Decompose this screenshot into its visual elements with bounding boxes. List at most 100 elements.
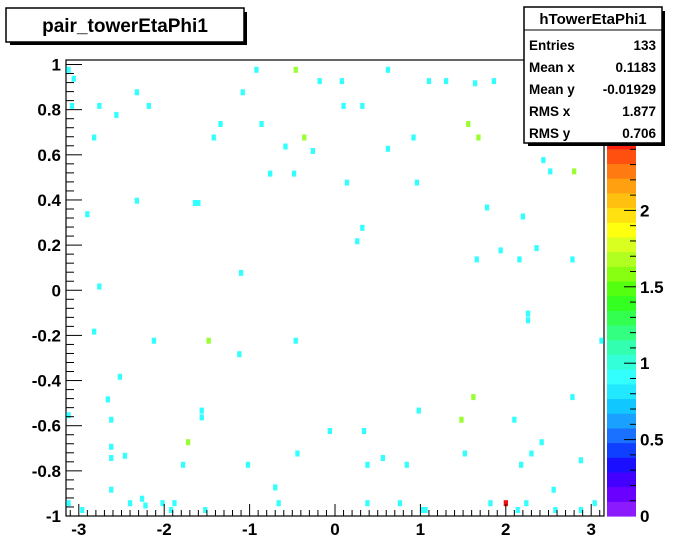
heatmap-cell	[548, 168, 553, 175]
heatmap-cells	[66, 66, 604, 513]
color-scale-band	[607, 236, 636, 253]
heatmap-cell	[199, 407, 204, 414]
z-tick-label: 2	[640, 201, 649, 220]
heatmap-cell	[498, 247, 503, 254]
heatmap-cell	[268, 170, 273, 177]
heatmap-cell	[80, 507, 85, 513]
color-scale-band	[607, 207, 636, 223]
heatmap-cell	[109, 443, 114, 450]
heatmap-cell	[385, 66, 391, 73]
color-scale-band	[607, 398, 636, 414]
heatmap-cell	[109, 416, 114, 423]
heatmap-cell	[122, 452, 128, 459]
heatmap-cell	[355, 238, 360, 245]
heatmap-cell	[570, 256, 575, 263]
z-tick-label: 1.5	[640, 278, 664, 297]
heatmap-cell	[97, 102, 102, 109]
heatmap-cell	[273, 484, 278, 491]
color-scale-band	[607, 369, 636, 385]
color-scale-band	[607, 148, 636, 164]
heatmap-cell	[160, 500, 165, 507]
stats-label: RMS x	[529, 104, 571, 119]
stats-box-rows: Entries 133 Mean x 0.1183 Mean y -0.01929 RMS …	[529, 38, 656, 141]
heatmap-cell	[517, 256, 522, 263]
heatmap-cell	[134, 197, 139, 204]
heatmap-cell	[411, 134, 416, 141]
heatmap-cell	[143, 502, 148, 509]
z-tick-label: 1	[640, 354, 649, 373]
x-tick-label: -3	[71, 520, 86, 539]
heatmap-cell	[426, 78, 432, 85]
heatmap-cell	[443, 78, 449, 85]
heatmap-cell	[139, 495, 145, 502]
heatmap-cell	[105, 396, 110, 403]
heatmap-cell	[525, 310, 531, 317]
color-scale-band	[607, 310, 636, 326]
heatmap-cell	[488, 500, 493, 507]
heatmap-cell	[327, 428, 332, 434]
x-axis: -3 -2 -1 0 1 2 3	[69, 504, 601, 539]
heatmap-cell	[240, 89, 245, 96]
heatmap-cell	[92, 134, 97, 141]
heatmap-cell	[491, 78, 496, 85]
chart-title: pair_towerEtaPhi1	[42, 16, 208, 37]
heatmap-cell	[570, 394, 575, 401]
heatmap-cell	[254, 66, 259, 73]
heatmap-cell	[404, 461, 409, 468]
stats-value: -0.01929	[603, 82, 656, 97]
y-tick-label: 0.4	[37, 191, 61, 210]
heatmap-cell	[295, 450, 300, 457]
heatmap-cell	[423, 507, 428, 513]
heatmap-cell	[365, 500, 370, 507]
x-tick-label: 0	[330, 520, 339, 539]
x-tick-label: -2	[157, 520, 172, 539]
heatmap-cell	[599, 337, 604, 344]
x-tick-label: 3	[586, 520, 595, 539]
color-scale-band	[607, 471, 636, 488]
heatmap-cell	[519, 461, 524, 468]
heatmap-cell	[592, 500, 597, 507]
heatmap-cell	[92, 328, 97, 335]
heatmap-cell	[524, 500, 529, 507]
color-scale-band	[607, 457, 636, 473]
heatmap-cell	[114, 111, 119, 118]
heatmap-cell	[192, 200, 198, 206]
heatmap-cell	[186, 439, 191, 446]
color-scale-band	[607, 163, 636, 179]
heatmap-cell	[534, 245, 539, 252]
heatmap-cell	[344, 179, 350, 186]
heatmap-cell	[578, 507, 584, 513]
stats-value: 0.1183	[615, 60, 656, 75]
color-scale-band	[607, 222, 636, 238]
color-scale-band	[607, 280, 636, 297]
heatmap-cell	[525, 317, 531, 324]
color-scale-band	[607, 354, 636, 370]
color-scale-band	[607, 413, 636, 429]
color-scale-band	[607, 427, 636, 444]
y-tick-label: -1	[46, 507, 61, 526]
heatmap-cell	[109, 486, 114, 493]
chart-title-box: pair_towerEtaPhi1	[5, 7, 247, 45]
heatmap-cell	[474, 256, 479, 263]
heatmap-cell	[180, 461, 186, 468]
stats-value: 0.706	[622, 126, 656, 141]
heatmap-cell	[66, 66, 71, 73]
y-tick-label: -0.6	[32, 417, 61, 436]
heatmap-cell	[414, 179, 420, 186]
heatmap-cell	[71, 75, 76, 82]
y-tick-label: 1	[52, 56, 61, 75]
stats-box: hTowerEtaPhi1 Entries 133 Mean x 0.1183 Mean…	[523, 6, 665, 146]
heatmap-cell	[397, 500, 403, 507]
heatmap-cell	[472, 80, 478, 87]
color-scale-band	[607, 383, 636, 400]
heatmap-cell	[512, 416, 517, 423]
heatmap-cell	[529, 450, 534, 457]
heatmap-cell	[168, 507, 174, 513]
color-scale-band	[607, 266, 636, 282]
y-tick-label: 0.6	[37, 146, 61, 165]
heatmap-cell	[206, 337, 211, 344]
heatmap-cell	[199, 414, 204, 421]
heatmap-cell	[203, 507, 208, 513]
y-tick-label: -0.8	[32, 462, 61, 481]
